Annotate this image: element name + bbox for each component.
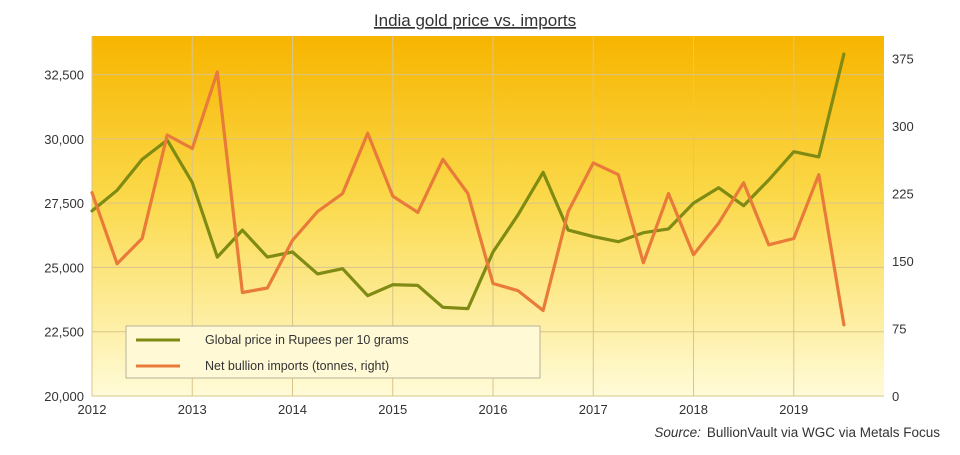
y-left-tick-label: 32,500 — [44, 68, 84, 83]
x-tick-label: 2012 — [78, 402, 107, 417]
source-label: Source: — [654, 425, 701, 440]
legend-label-imports: Net bullion imports (tonnes, right) — [205, 359, 389, 373]
x-tick-label: 2019 — [779, 402, 808, 417]
y-right-tick-label: 300 — [892, 119, 914, 134]
y-right-tick-label: 0 — [892, 389, 899, 404]
y-right-tick-label: 225 — [892, 187, 914, 202]
series-line-price — [90, 52, 846, 311]
y-left-tick-label: 25,000 — [44, 260, 84, 275]
y-left-tick-label: 30,000 — [44, 132, 84, 147]
chart-title: India gold price vs. imports — [374, 11, 576, 30]
x-tick-label: 2015 — [378, 402, 407, 417]
legend-box — [125, 325, 541, 379]
x-tick-label: 2013 — [178, 402, 207, 417]
series-lines — [90, 52, 846, 327]
x-tick-label: 2017 — [579, 402, 608, 417]
legend-label-price: Global price in Rupees per 10 grams — [205, 333, 409, 347]
source-text: BullionVault via WGC via Metals Focus — [707, 425, 940, 440]
y-left-tick-label: 22,500 — [44, 325, 84, 340]
y-left-tick-label: 20,000 — [44, 389, 84, 404]
axis-tick-labels: 20,000 22,500 25,000 27,500 30,000 32,500 0 75 1… — [44, 52, 913, 418]
legend: Global price in Rupees per 10 grams Net … — [125, 325, 541, 379]
y-right-tick-label: 375 — [892, 52, 914, 67]
x-tick-label: 2018 — [679, 402, 708, 417]
y-right-tick-label: 75 — [892, 322, 906, 337]
x-tick-label: 2014 — [278, 402, 307, 417]
y-right-tick-label: 150 — [892, 254, 914, 269]
x-tick-label: 2016 — [479, 402, 508, 417]
source-note: Source: BullionVault via WGC via Metals F… — [654, 425, 940, 440]
series-line-imports — [90, 70, 846, 327]
y-left-tick-label: 27,500 — [44, 196, 84, 211]
